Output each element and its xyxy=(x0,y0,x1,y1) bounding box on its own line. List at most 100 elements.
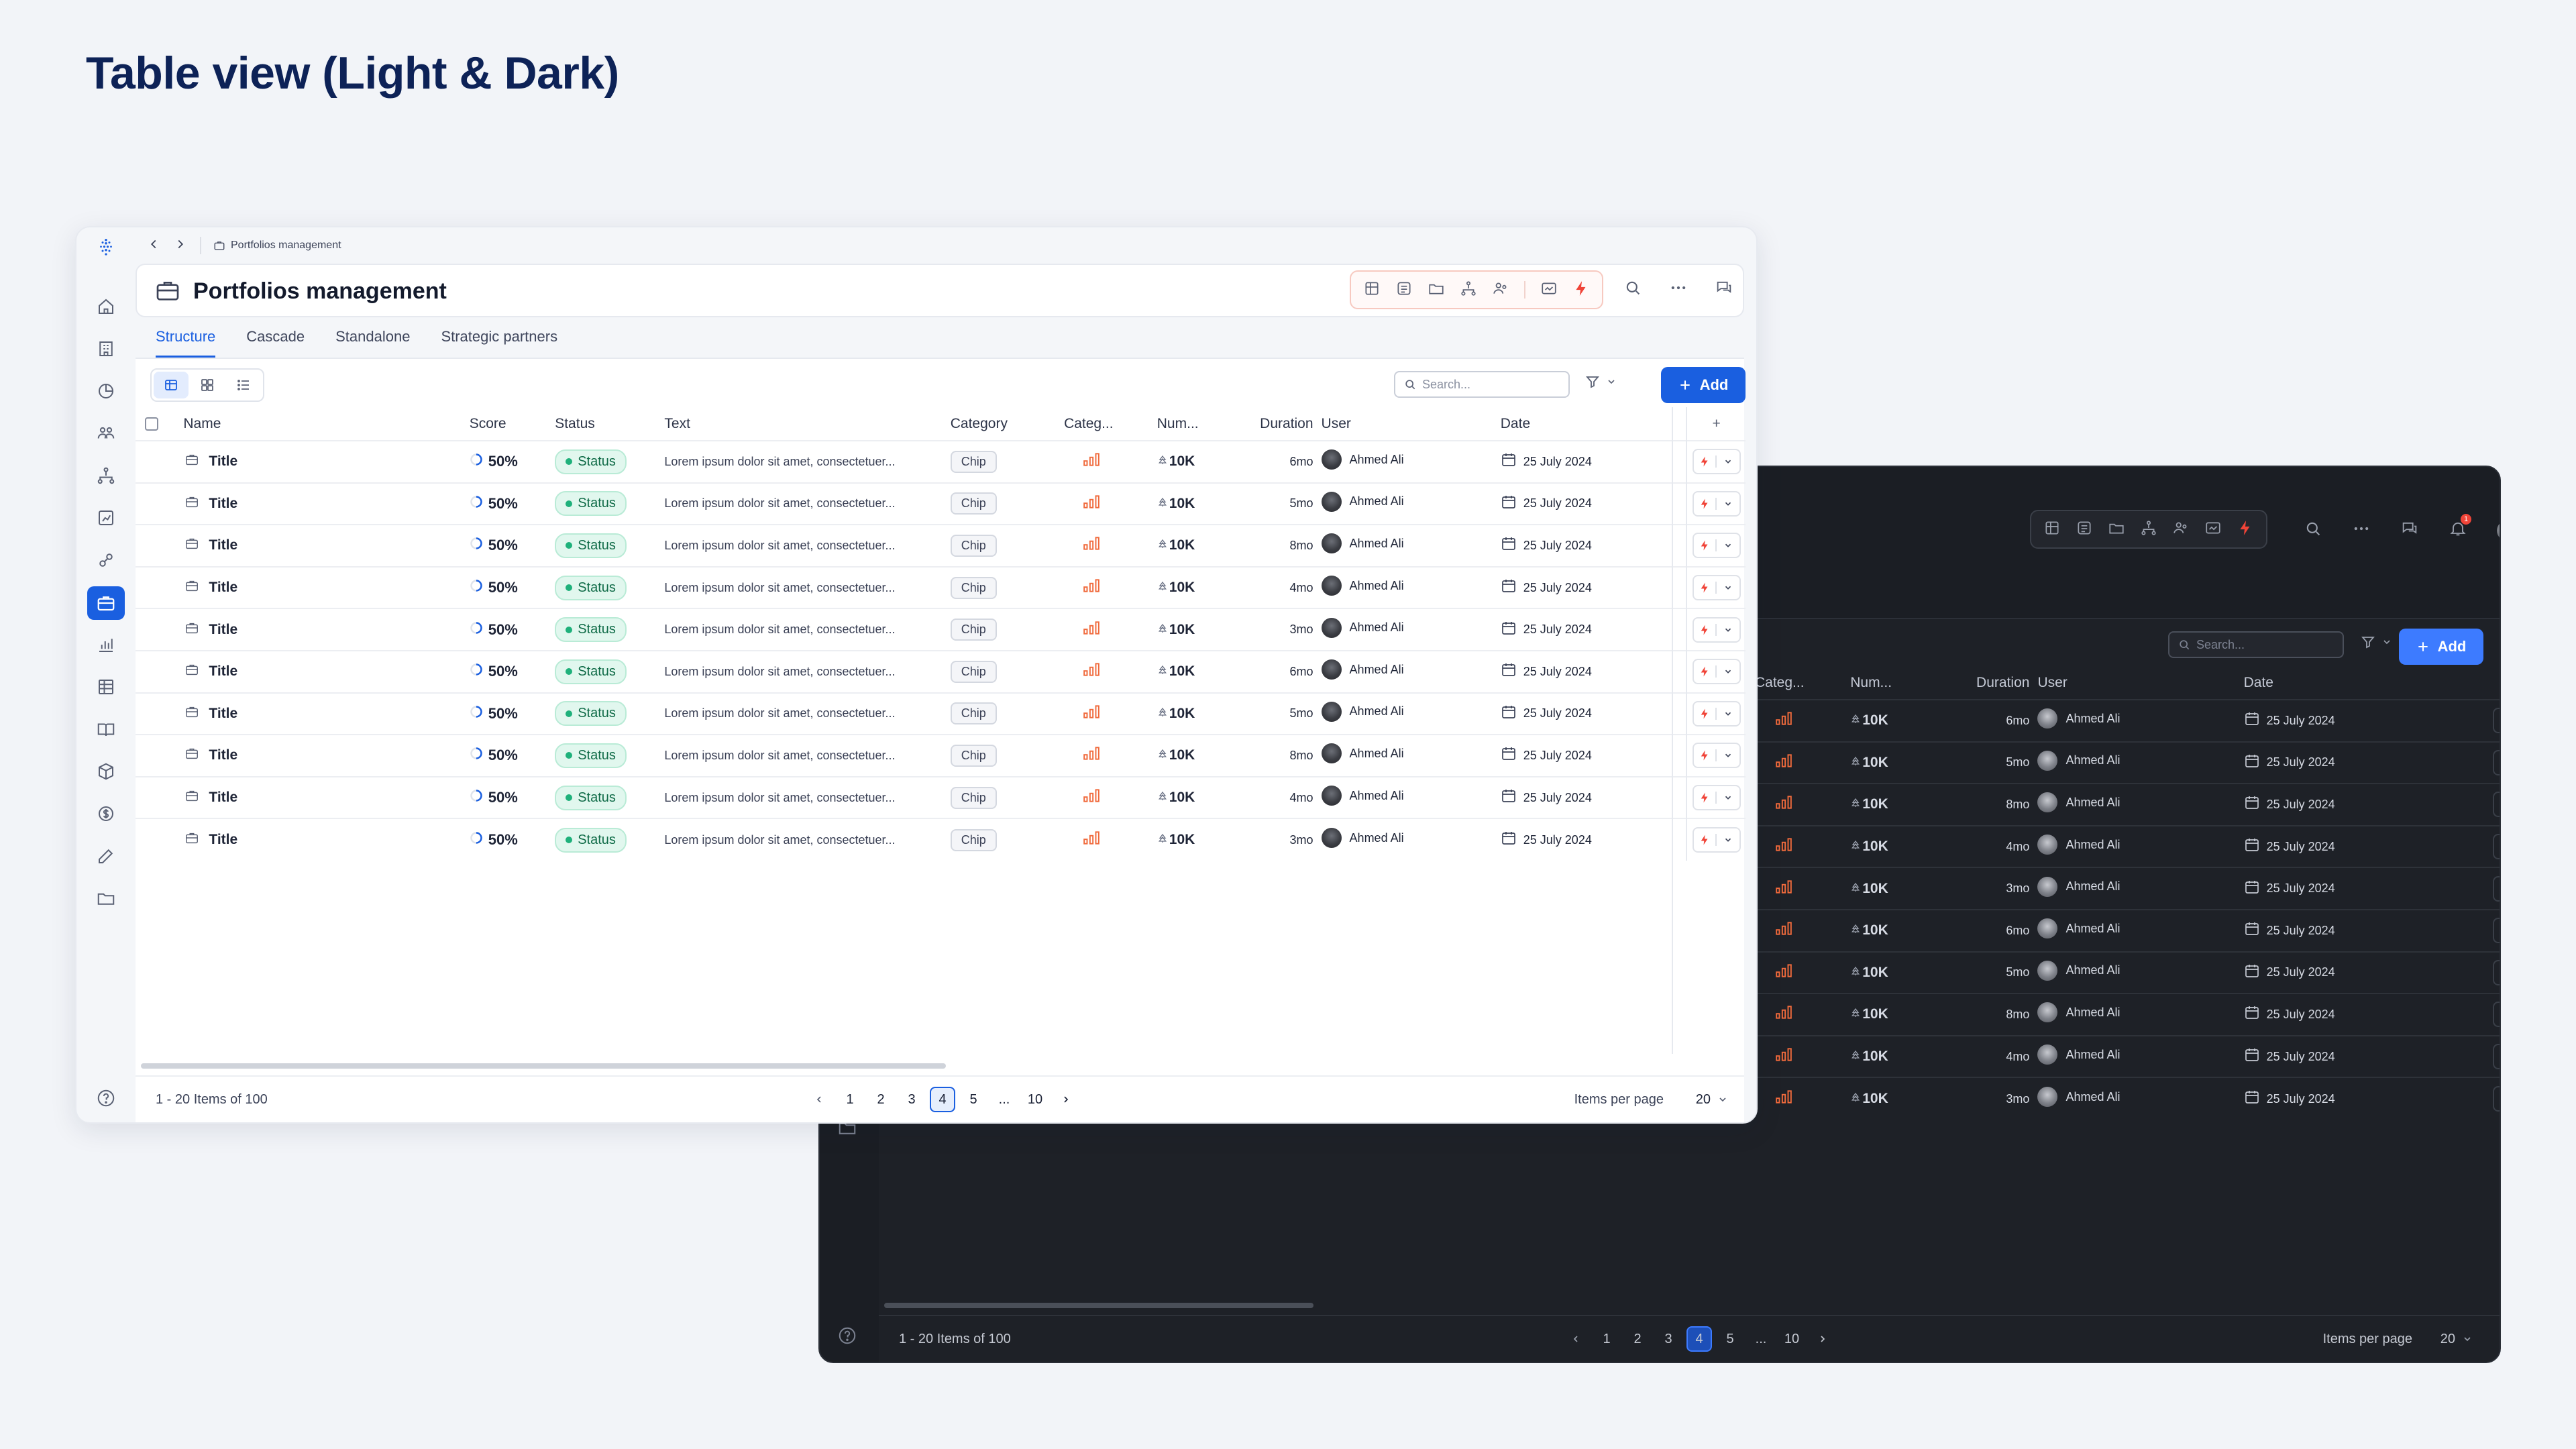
row-title[interactable]: Title xyxy=(183,452,237,471)
row-action-button[interactable] xyxy=(1692,575,1741,601)
forward-icon[interactable] xyxy=(173,237,188,255)
user-cell[interactable]: Ahmed Ali xyxy=(1321,828,1404,849)
dashboard-icon[interactable] xyxy=(1540,280,1558,301)
row-action-button[interactable] xyxy=(1692,785,1741,811)
row-action-button[interactable] xyxy=(2492,792,2500,818)
row-action-button[interactable] xyxy=(2492,1044,2500,1070)
add-button[interactable]: Add xyxy=(2399,629,2483,665)
hierarchy-icon[interactable] xyxy=(1460,280,1477,301)
column-header-user[interactable]: User xyxy=(1321,415,1351,431)
page-button[interactable]: 5 xyxy=(969,1091,977,1107)
filter-button[interactable] xyxy=(1585,374,1617,390)
table-icon[interactable] xyxy=(2043,519,2061,540)
user-cell[interactable]: Ahmed Ali xyxy=(1321,786,1404,806)
column-header-num[interactable]: Num... xyxy=(1850,674,1892,690)
bar-chart-icon[interactable] xyxy=(94,633,118,657)
next-page-icon[interactable] xyxy=(1053,1087,1079,1112)
user-cell[interactable]: Ahmed Ali xyxy=(1321,617,1404,638)
chevron-down-icon[interactable] xyxy=(1717,751,1739,760)
user-cell[interactable]: Ahmed Ali xyxy=(1321,491,1404,512)
page-button[interactable]: 5 xyxy=(1726,1331,1734,1346)
hierarchy-icon[interactable] xyxy=(94,464,118,488)
user-cell[interactable]: Ahmed Ali xyxy=(1321,533,1404,554)
prev-page-icon[interactable] xyxy=(1563,1326,1589,1352)
lightning-icon[interactable] xyxy=(1694,582,1717,594)
chevron-down-icon[interactable] xyxy=(1717,793,1739,802)
row-action-button[interactable] xyxy=(2492,918,2500,944)
user-cell[interactable]: Ahmed Ali xyxy=(1321,659,1404,680)
table-row[interactable]: Title 50% Status Lorem ipsum dolor sit amet… xyxy=(136,818,1746,861)
user-cell[interactable]: Ahmed Ali xyxy=(2037,835,2120,855)
user-cell[interactable]: Ahmed Ali xyxy=(2037,750,2120,771)
bell-icon[interactable]: 1 xyxy=(2449,514,2471,541)
row-title[interactable]: Title xyxy=(183,746,237,765)
user-cell[interactable]: Ahmed Ali xyxy=(1321,743,1404,764)
table-row[interactable]: 10K 8mo Ahmed Ali 25 July 2024 xyxy=(1744,783,2500,826)
lightning-icon[interactable] xyxy=(1694,707,1717,720)
row-action-button[interactable] xyxy=(1692,659,1741,685)
pie-chart-icon[interactable] xyxy=(94,379,118,403)
lightning-icon[interactable] xyxy=(2494,757,2500,769)
dollar-icon[interactable] xyxy=(94,802,118,826)
help-icon[interactable] xyxy=(837,1326,857,1349)
portfolio-icon[interactable] xyxy=(87,586,125,620)
column-header-duration[interactable]: Duration xyxy=(1260,415,1313,431)
table-row[interactable]: Title 50% Status Lorem ipsum dolor sit amet… xyxy=(136,524,1746,567)
tab-standalone[interactable]: Standalone xyxy=(335,328,411,345)
page-button[interactable]: 4 xyxy=(1686,1326,1712,1352)
page-button[interactable]: 4 xyxy=(930,1087,955,1112)
lightning-icon[interactable] xyxy=(2494,924,2500,936)
team-icon[interactable] xyxy=(94,421,118,445)
lightning-icon[interactable] xyxy=(2494,967,2500,979)
table-icon[interactable] xyxy=(1363,280,1381,301)
user-cell[interactable]: Ahmed Ali xyxy=(2037,1044,2120,1065)
chat-icon[interactable] xyxy=(1715,278,1733,301)
lightning-icon[interactable] xyxy=(2494,1051,2500,1063)
column-header-date[interactable]: Date xyxy=(1500,407,1688,441)
lightning-icon[interactable] xyxy=(1694,665,1717,678)
user-cell[interactable]: Ahmed Ali xyxy=(1321,576,1404,596)
report-icon[interactable] xyxy=(94,506,118,530)
column-header-score[interactable]: Score xyxy=(469,415,506,431)
user-cell[interactable]: Ahmed Ali xyxy=(1321,449,1404,470)
page-button[interactable]: 2 xyxy=(877,1091,885,1107)
table-row[interactable]: 10K 3mo Ahmed Ali 25 July 2024 xyxy=(1744,1077,2500,1120)
building-icon[interactable] xyxy=(94,337,118,361)
users-icon[interactable] xyxy=(2172,519,2190,540)
row-action-button[interactable] xyxy=(1692,827,1741,853)
row-action-button[interactable] xyxy=(2492,959,2500,985)
row-action-button[interactable] xyxy=(1692,700,1741,727)
page-button[interactable]: 1 xyxy=(846,1091,854,1107)
grid-icon[interactable] xyxy=(2076,519,2093,540)
lightning-icon[interactable] xyxy=(1572,280,1590,301)
next-page-icon[interactable] xyxy=(1810,1326,1835,1352)
search-icon[interactable] xyxy=(1623,278,1642,301)
row-action-button[interactable] xyxy=(2492,834,2500,860)
page-button[interactable]: 3 xyxy=(1664,1331,1672,1346)
row-title[interactable]: Title xyxy=(183,830,237,849)
lightning-icon[interactable] xyxy=(1694,497,1717,510)
breadcrumb[interactable]: Portfolios management xyxy=(213,239,341,252)
table-view-icon[interactable] xyxy=(154,372,189,398)
edit-icon[interactable] xyxy=(94,844,118,868)
lightning-icon[interactable] xyxy=(1694,834,1717,847)
row-title[interactable]: Title xyxy=(183,662,237,681)
chevron-down-icon[interactable] xyxy=(1717,625,1739,635)
column-header-text[interactable]: Text xyxy=(664,415,690,431)
lightning-icon[interactable] xyxy=(2494,714,2500,727)
lightning-icon[interactable] xyxy=(1694,792,1717,804)
lightning-icon[interactable] xyxy=(2494,841,2500,853)
table-row[interactable]: Title 50% Status Lorem ipsum dolor sit amet… xyxy=(136,608,1746,651)
row-action-button[interactable] xyxy=(1692,533,1741,559)
chevron-down-icon[interactable] xyxy=(1717,499,1739,508)
row-action-button[interactable] xyxy=(2492,708,2500,734)
column-header-name[interactable]: Name xyxy=(183,415,221,431)
row-title[interactable]: Title xyxy=(183,621,237,639)
tab-structure[interactable]: Structure xyxy=(156,328,216,358)
lightning-icon[interactable] xyxy=(1694,623,1717,636)
chevron-down-icon[interactable] xyxy=(1717,457,1739,466)
user-cell[interactable]: Ahmed Ali xyxy=(2037,876,2120,897)
page-button[interactable]: ... xyxy=(1755,1331,1767,1346)
table-row[interactable]: Title 50% Status Lorem ipsum dolor sit amet… xyxy=(136,649,1746,693)
folder-icon[interactable] xyxy=(2108,519,2125,540)
